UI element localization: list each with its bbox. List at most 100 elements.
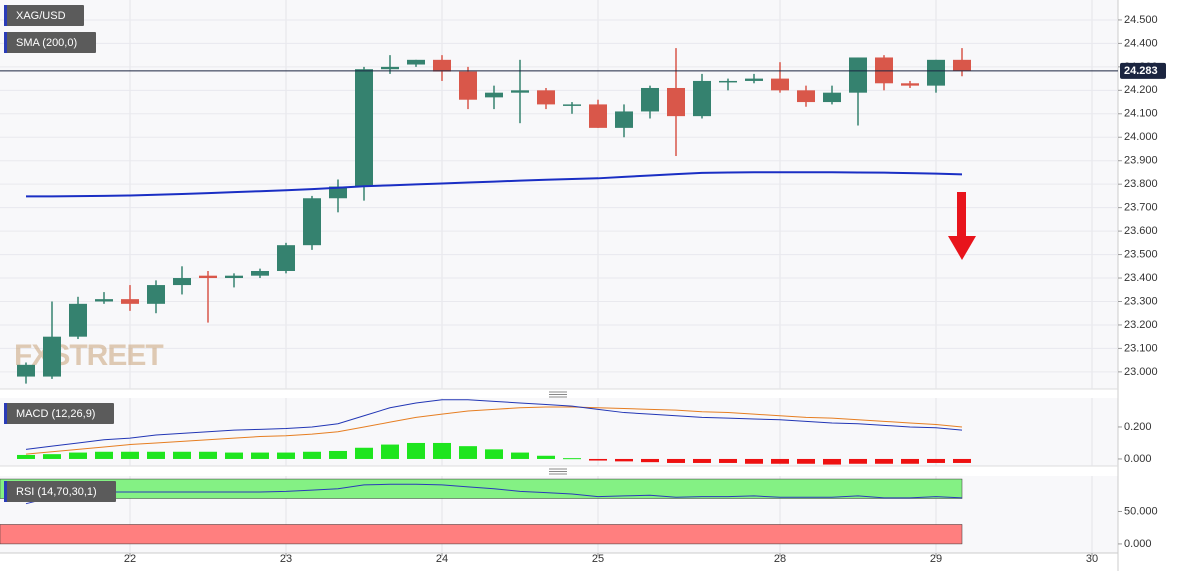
histogram-bar bbox=[17, 454, 35, 459]
y-tick-label: 23.200 bbox=[1124, 319, 1158, 331]
histogram-bar bbox=[589, 458, 607, 461]
histogram-bar bbox=[251, 452, 269, 459]
histogram-bar bbox=[433, 442, 451, 459]
legend-box bbox=[4, 32, 96, 53]
candle-body bbox=[433, 59, 451, 72]
histogram-bar bbox=[901, 458, 919, 464]
legend-label: RSI (14,70,30,1) bbox=[16, 486, 97, 498]
candle-body bbox=[953, 59, 971, 71]
candle-body bbox=[173, 278, 191, 286]
legend-box bbox=[4, 481, 116, 502]
legend-accent bbox=[4, 5, 7, 26]
separator[interactable] bbox=[0, 389, 1118, 398]
candle-body bbox=[667, 87, 685, 117]
rsi-line bbox=[25, 483, 963, 505]
histogram-bar bbox=[849, 458, 867, 464]
histogram-bar bbox=[147, 451, 165, 459]
legend-accent bbox=[4, 32, 7, 53]
histogram-bar bbox=[537, 455, 555, 459]
signal-line bbox=[25, 406, 963, 455]
y-tick-label: 23.100 bbox=[1124, 342, 1158, 354]
histogram-bar bbox=[823, 458, 841, 465]
histogram-bar bbox=[745, 458, 763, 464]
rsi-band bbox=[0, 524, 963, 545]
y-tick-label: 24.000 bbox=[1124, 131, 1158, 143]
legend-label: XAG/USD bbox=[16, 10, 66, 22]
histogram-bar bbox=[511, 452, 529, 459]
y-tick-label: 23.500 bbox=[1124, 248, 1158, 260]
candle-body bbox=[381, 66, 399, 70]
x-tick-label: 30 bbox=[1086, 553, 1098, 565]
macd-line bbox=[25, 399, 963, 450]
histogram-bar bbox=[173, 451, 191, 459]
y-tick-label: 0.200 bbox=[1124, 421, 1152, 433]
grip[interactable] bbox=[549, 468, 567, 475]
candle-body bbox=[69, 303, 87, 337]
histogram-bar bbox=[277, 452, 295, 459]
histogram-bar bbox=[693, 458, 711, 463]
candle-body bbox=[797, 90, 815, 103]
x-tick-label: 25 bbox=[592, 553, 604, 565]
candle-body bbox=[589, 104, 607, 128]
y-tick-label: 23.600 bbox=[1124, 225, 1158, 237]
grip[interactable] bbox=[549, 391, 567, 398]
x-tick-label: 22 bbox=[124, 553, 136, 565]
candle-body bbox=[563, 104, 581, 106]
candle-body bbox=[43, 336, 61, 377]
candle-body bbox=[17, 364, 35, 377]
x-tick-label: 29 bbox=[930, 553, 942, 565]
candle-body bbox=[95, 299, 113, 302]
candle-body bbox=[251, 270, 269, 276]
legend-accent bbox=[4, 403, 7, 424]
histogram-bar bbox=[329, 450, 347, 459]
candle-body bbox=[927, 59, 945, 86]
candle-body bbox=[693, 80, 711, 117]
histogram-bar bbox=[199, 451, 217, 459]
histogram-bar bbox=[667, 458, 685, 463]
histogram-bar bbox=[485, 449, 503, 459]
histogram-bar bbox=[797, 458, 815, 464]
candle-body bbox=[615, 111, 633, 128]
histogram-bar bbox=[303, 451, 321, 459]
histogram-bar bbox=[771, 458, 789, 464]
macd-panel-bg bbox=[0, 398, 1118, 466]
histogram-bar bbox=[459, 446, 477, 459]
y-tick-label: 23.800 bbox=[1124, 178, 1158, 190]
x-tick-label: 28 bbox=[774, 553, 786, 565]
candle-body bbox=[329, 186, 347, 199]
candle-body bbox=[745, 78, 763, 81]
histogram-bar bbox=[875, 458, 893, 464]
rsi-band bbox=[0, 478, 963, 499]
histogram-bar bbox=[121, 451, 139, 459]
legend-box bbox=[4, 5, 84, 26]
candle-body bbox=[849, 57, 867, 93]
candle-body bbox=[511, 90, 529, 93]
candle-body bbox=[719, 80, 737, 83]
candle-body bbox=[901, 83, 919, 86]
histogram-bar bbox=[953, 458, 971, 463]
candle-body bbox=[485, 92, 503, 98]
candle-body bbox=[355, 69, 373, 187]
histogram-bar bbox=[225, 452, 243, 459]
histogram-bar bbox=[355, 447, 373, 459]
last-price-label: 24.283 bbox=[1124, 65, 1158, 77]
y-tick-label: 23.900 bbox=[1124, 155, 1158, 167]
candle-body bbox=[459, 71, 477, 100]
histogram-bar bbox=[563, 458, 581, 460]
y-tick-label: 23.700 bbox=[1124, 202, 1158, 214]
candle-body bbox=[641, 87, 659, 112]
histogram-bar bbox=[381, 444, 399, 459]
y-tick-label: 24.200 bbox=[1124, 84, 1158, 96]
x-tick-label: 24 bbox=[436, 553, 448, 565]
candle-body bbox=[771, 78, 789, 91]
histogram-bar bbox=[927, 458, 945, 463]
y-tick-label: 24.500 bbox=[1124, 14, 1158, 26]
histogram-bar bbox=[43, 454, 61, 459]
candle-body bbox=[407, 59, 425, 65]
histogram-bar bbox=[69, 452, 87, 459]
y-tick-label: 23.000 bbox=[1124, 366, 1158, 378]
histogram-bar bbox=[719, 458, 737, 463]
candle-body bbox=[225, 275, 243, 279]
